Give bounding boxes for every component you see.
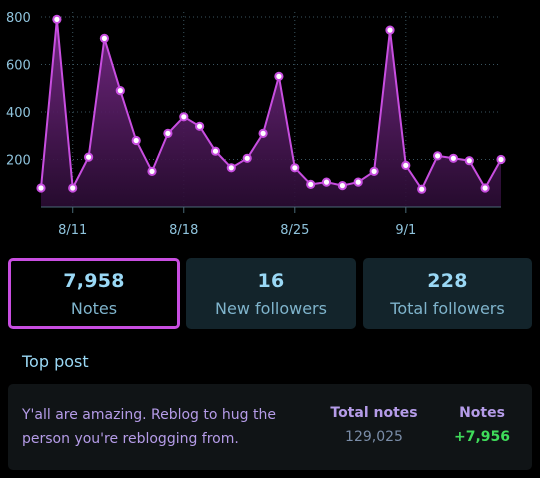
notes-column: Notes +7,956	[448, 405, 516, 445]
stat-label: Notes	[70, 299, 118, 318]
data-point[interactable]	[163, 128, 173, 138]
stat-card-notes[interactable]: 7,958 Notes	[8, 258, 180, 329]
data-point[interactable]	[353, 177, 363, 187]
data-point[interactable]	[195, 121, 205, 131]
data-point[interactable]	[36, 183, 46, 193]
data-point[interactable]	[115, 86, 125, 96]
data-point[interactable]	[147, 166, 157, 176]
data-point[interactable]	[464, 156, 474, 166]
data-point[interactable]	[84, 152, 94, 162]
data-point[interactable]	[226, 163, 236, 173]
data-point[interactable]	[52, 14, 62, 24]
data-point[interactable]	[274, 71, 284, 82]
y-axis-labels: 200 400 600 800	[6, 11, 31, 169]
x-tick-label: 8/18	[169, 223, 198, 238]
data-point[interactable]	[68, 183, 78, 193]
x-tick-label: 8/25	[280, 223, 309, 238]
data-point[interactable]	[258, 128, 268, 138]
data-point[interactable]	[417, 184, 427, 194]
total-notes-column: Total notes 129,025	[324, 405, 424, 445]
data-point[interactable]	[321, 177, 332, 187]
data-point[interactable]	[369, 166, 379, 176]
stat-value: 7,958	[63, 270, 125, 292]
x-tick-label: 9/1	[395, 223, 416, 238]
stat-label: Total followers	[390, 299, 505, 318]
total-notes-label: Total notes	[330, 405, 418, 421]
data-point[interactable]	[99, 33, 110, 44]
x-tick-label: 8/11	[58, 223, 87, 238]
y-tick-label: 800	[6, 11, 31, 26]
top-post-card[interactable]: Y'all are amazing. Reblog to hug the per…	[8, 384, 532, 470]
total-notes-value: 129,025	[345, 429, 403, 445]
chart-area	[41, 19, 501, 208]
notes-label: Notes	[459, 405, 505, 421]
stat-card-new-followers[interactable]: 16 New followers	[186, 258, 356, 329]
data-point[interactable]	[242, 153, 252, 163]
y-tick-label: 400	[6, 106, 31, 121]
data-point[interactable]	[448, 153, 458, 163]
chart-points	[36, 14, 506, 194]
x-axis-labels: 8/11 8/18 8/25 9/1	[58, 223, 416, 238]
data-point[interactable]	[433, 151, 443, 161]
notes-value: +7,956	[453, 429, 510, 445]
stat-label: New followers	[215, 299, 327, 318]
y-tick-label: 200	[6, 154, 31, 169]
chart-line	[40, 19, 502, 192]
data-point[interactable]	[337, 181, 347, 191]
stat-value: 228	[427, 270, 468, 292]
data-point[interactable]	[210, 146, 221, 156]
data-point[interactable]	[306, 179, 316, 189]
top-post-heading: Top post	[22, 352, 89, 371]
top-post-text[interactable]: Y'all are amazing. Reblog to hug the per…	[22, 407, 276, 447]
data-point[interactable]	[179, 112, 189, 122]
data-point[interactable]	[385, 25, 395, 35]
notes-chart: 200 400 600 800 8/11 8/18 8/25 9/1	[6, 11, 506, 238]
stat-card-total-followers[interactable]: 228 Total followers	[363, 258, 532, 329]
data-point[interactable]	[401, 160, 411, 170]
y-tick-label: 600	[6, 59, 31, 74]
data-point[interactable]	[131, 135, 141, 146]
data-point[interactable]	[290, 163, 300, 173]
stat-value: 16	[257, 270, 285, 292]
data-point[interactable]	[496, 154, 506, 165]
data-point[interactable]	[480, 183, 490, 193]
stats-row: 7,958 Notes 16 New followers 228 Total f…	[8, 258, 532, 329]
